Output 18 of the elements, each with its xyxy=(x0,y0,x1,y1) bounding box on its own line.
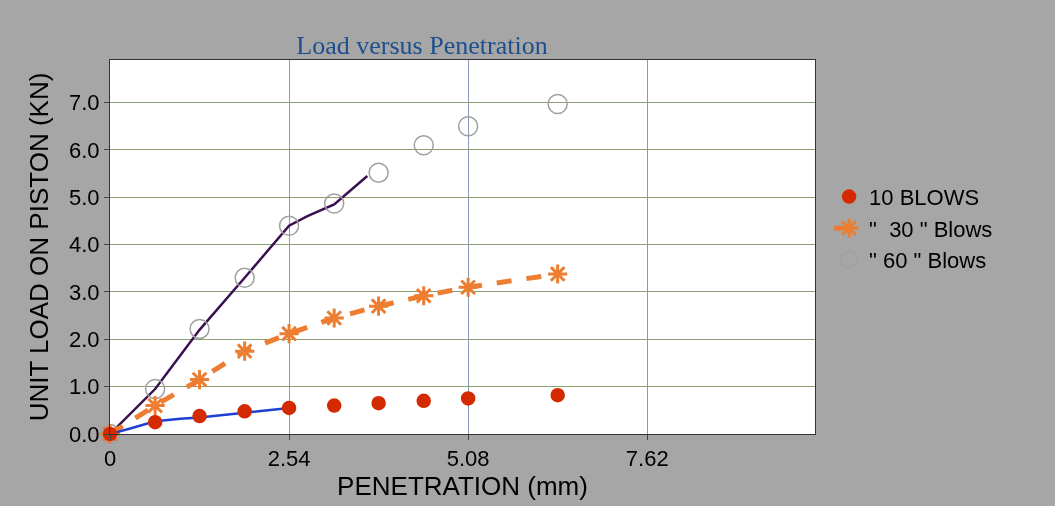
x-axis-title: PENETRATION (mm) xyxy=(337,471,588,502)
x-tick-label: 2.54 xyxy=(267,446,311,472)
legend-label: 10 BLOWS xyxy=(869,185,980,211)
legend-label: " 60 " Blows xyxy=(869,248,987,274)
y-tick-label: 5.0 xyxy=(69,184,100,210)
y-tick-label: 3.0 xyxy=(69,279,100,305)
y-tick-label: 2.0 xyxy=(69,327,100,353)
y-tick-label: 7.0 xyxy=(69,90,100,116)
y-tick-label: 4.0 xyxy=(69,232,100,258)
y-axis-title: UNIT LOAD ON PISTON (KN) xyxy=(24,72,54,422)
y-tick-label: 1.0 xyxy=(69,374,100,400)
y-tick-label: 0.0 xyxy=(69,421,100,447)
x-tick-label: 7.62 xyxy=(625,446,669,472)
chart-title: Load versus Penetration xyxy=(296,30,548,60)
legend-label: " 30 " Blows xyxy=(869,216,993,242)
x-tick-label: 5.08 xyxy=(446,446,490,472)
y-tick-label: 6.0 xyxy=(69,137,100,163)
x-tick-label: 0 xyxy=(103,446,117,472)
